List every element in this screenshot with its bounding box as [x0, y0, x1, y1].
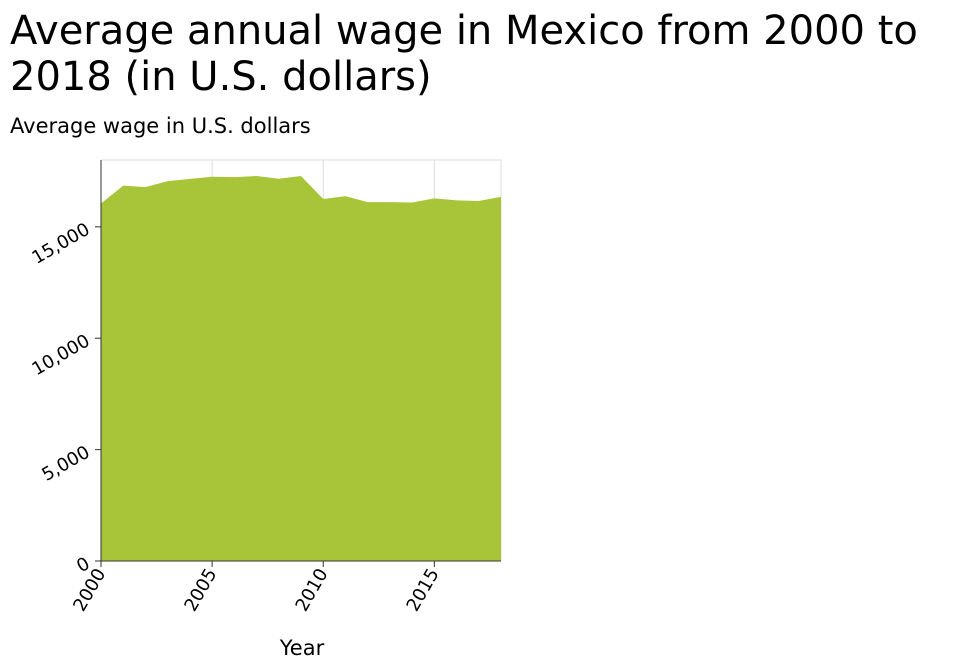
x-tick-label: 2010: [291, 565, 332, 615]
y-tick-label: 5,000: [38, 442, 93, 486]
wage-area-series: [101, 176, 501, 562]
y-tick-label: 10,000: [28, 330, 93, 380]
x-tick-label: 2000: [69, 565, 110, 615]
y-tick-label: 15,000: [28, 219, 93, 269]
x-tick-label: 2015: [403, 565, 444, 615]
x-tick-labels: 2000 2005 2010 2015: [69, 565, 443, 615]
x-axis-title: Year: [279, 636, 325, 660]
y-axis-title: Average wage in U.S. dollars: [10, 114, 311, 138]
chart-title: Average annual wage in Mexico from 2000 …: [10, 8, 918, 100]
x-tick-label: 2005: [180, 565, 221, 615]
axes: [95, 160, 501, 567]
